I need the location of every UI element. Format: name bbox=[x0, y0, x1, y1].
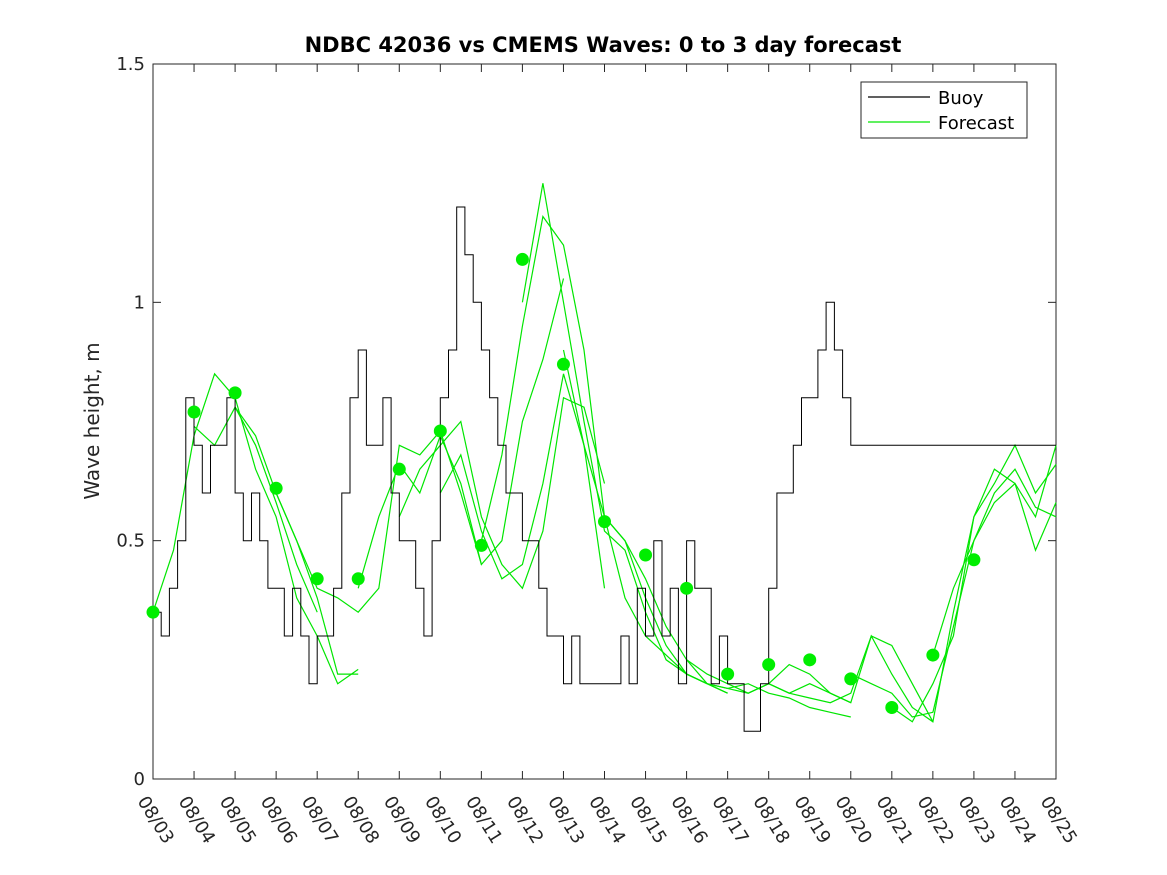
plot-area: 00.511.508/0308/0408/0508/0608/0708/0808… bbox=[116, 54, 1081, 848]
forecast-start-marker bbox=[228, 386, 242, 400]
x-tick-label: 08/11 bbox=[461, 793, 506, 848]
x-tick-label: 08/21 bbox=[872, 793, 917, 848]
y-tick-label: 0 bbox=[134, 769, 145, 790]
x-tick-label: 08/24 bbox=[995, 793, 1040, 848]
forecast-start-marker bbox=[392, 462, 406, 476]
x-tick-label: 08/16 bbox=[666, 793, 711, 848]
y-tick-label: 1 bbox=[134, 292, 145, 313]
legend-label-buoy: Buoy bbox=[938, 88, 984, 109]
forecast-start-marker bbox=[803, 653, 817, 667]
legend: Buoy Forecast bbox=[860, 81, 1028, 139]
forecast-start-marker bbox=[926, 648, 940, 662]
x-tick-label: 08/17 bbox=[707, 793, 752, 848]
x-tick-label: 08/06 bbox=[256, 793, 301, 848]
plot-frame bbox=[152, 63, 1057, 780]
forecast-line bbox=[891, 443, 1057, 723]
forecast-start-marker bbox=[556, 357, 570, 371]
x-tick-label: 08/08 bbox=[338, 793, 383, 848]
forecast-line bbox=[850, 468, 1057, 718]
forecast-line bbox=[398, 396, 606, 590]
forecast-start-marker bbox=[967, 553, 981, 567]
forecast-start-marker bbox=[721, 667, 735, 681]
forecast-line bbox=[932, 445, 1057, 656]
x-tick-label: 08/10 bbox=[420, 793, 465, 848]
forecast-start-marker bbox=[639, 548, 653, 562]
x-tick-label: 08/20 bbox=[831, 793, 876, 848]
x-tick-label: 08/05 bbox=[215, 793, 260, 848]
forecast-line bbox=[357, 278, 565, 589]
x-tick-label: 08/23 bbox=[954, 793, 999, 848]
forecast-start-marker bbox=[351, 572, 365, 586]
x-tick-label: 08/03 bbox=[133, 793, 178, 848]
legend-label-forecast: Forecast bbox=[938, 113, 1014, 134]
forecast-line bbox=[768, 468, 1057, 723]
x-tick-label: 08/18 bbox=[748, 793, 793, 848]
x-tick-label: 08/07 bbox=[297, 793, 342, 848]
forecast-start-marker bbox=[310, 572, 324, 586]
forecast-start-marker bbox=[598, 515, 611, 529]
chart-title: NDBC 42036 vs CMEMS Waves: 0 to 3 day fo… bbox=[305, 33, 902, 57]
x-tick-label: 08/13 bbox=[543, 793, 588, 848]
x-tick-label: 08/25 bbox=[1036, 793, 1081, 848]
y-tick-label: 0.5 bbox=[116, 531, 145, 552]
buoy-line bbox=[153, 206, 1056, 732]
x-tick-label: 08/09 bbox=[379, 793, 424, 848]
x-tick-label: 08/19 bbox=[789, 793, 834, 848]
forecast-start-marker bbox=[680, 581, 694, 595]
forecast-start-marker bbox=[474, 538, 488, 552]
forecast-line bbox=[439, 373, 606, 589]
forecast-start-marker bbox=[433, 424, 447, 438]
y-axis-label: Wave height, m bbox=[80, 342, 104, 499]
forecast-start-marker bbox=[515, 252, 529, 266]
legend-box bbox=[860, 81, 1028, 139]
forecast-start-marker bbox=[762, 658, 776, 672]
x-tick-label: 08/14 bbox=[584, 793, 629, 848]
y-tick-label: 1.5 bbox=[116, 54, 145, 75]
x-tick-label: 08/22 bbox=[913, 793, 958, 848]
x-tick-label: 08/04 bbox=[174, 793, 219, 848]
forecast-start-marker bbox=[187, 405, 201, 419]
forecast-line bbox=[152, 372, 359, 685]
x-tick-label: 08/12 bbox=[502, 793, 547, 848]
x-tick-label: 08/15 bbox=[625, 793, 670, 848]
forecast-start-marker bbox=[146, 605, 160, 619]
forecast-start-marker bbox=[269, 481, 283, 495]
forecast-start-marker bbox=[844, 672, 858, 686]
forecast-start-marker bbox=[885, 701, 899, 714]
